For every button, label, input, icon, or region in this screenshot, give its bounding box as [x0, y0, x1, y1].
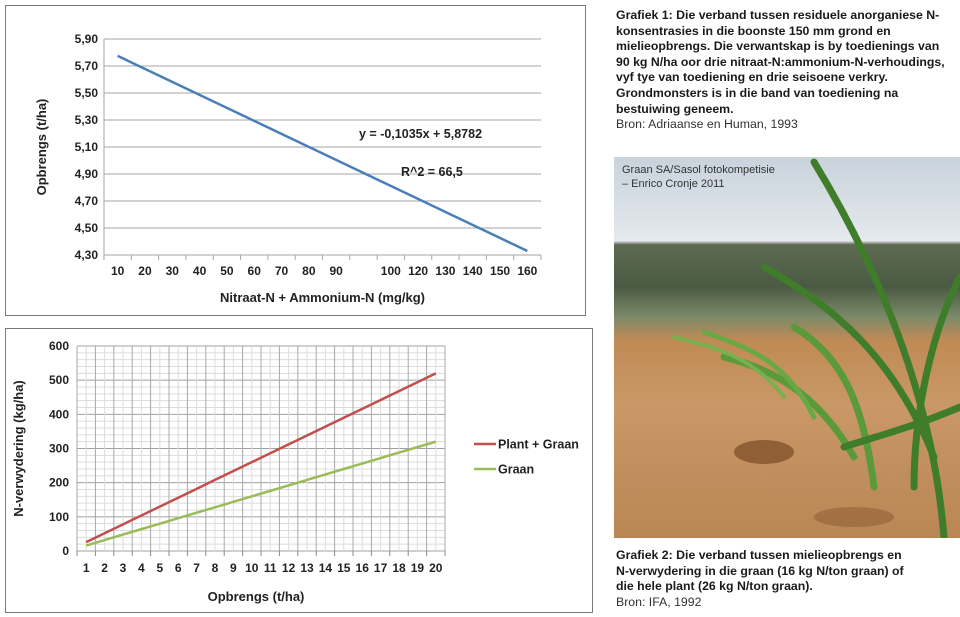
y-tick-label: 5,70 — [75, 59, 99, 73]
y-tick-label: 5,10 — [75, 140, 99, 154]
x-tick-label: 20 — [429, 561, 443, 575]
x-tick-label: 8 — [212, 561, 219, 575]
x-tick-label: 9 — [230, 561, 237, 575]
x-tick-label: 12 — [282, 561, 296, 575]
x-tick-label: 80 — [302, 264, 316, 278]
equation-label: y = -0,1035x + 5,8782 — [359, 127, 482, 141]
x-tick-label: 11 — [264, 561, 277, 575]
x-tick-label: 30 — [166, 264, 180, 278]
x-tick-label: 16 — [356, 561, 370, 575]
y-tick-label: 5,50 — [75, 86, 99, 100]
x-tick-label: 40 — [193, 264, 207, 278]
trendline — [117, 54, 528, 253]
x-tick-label: 17 — [374, 561, 388, 575]
x-tick-label: 7 — [193, 561, 200, 575]
y-tick-label: 5,90 — [75, 32, 99, 46]
x-tick-label: 18 — [392, 561, 406, 575]
x-tick-label: 130 — [435, 264, 455, 278]
x-tick-label: 140 — [463, 264, 483, 278]
x-tick-label: 1 — [83, 561, 90, 575]
series-line-plant-graan — [85, 372, 437, 544]
x-tick-label: 10 — [111, 264, 125, 278]
caption-graph-1: Grafiek 1: Die verband tussen residuele … — [616, 8, 956, 133]
x-tick-label: 3 — [120, 561, 127, 575]
y-tick-label: 600 — [49, 339, 69, 353]
chart-2-frame: 0 100 200 300 400 500 600 1 2 3 4 5 6 7 8 9 10 11 12 13 14 15… — [5, 328, 593, 613]
caption-graph-1-source: Bron: Adriaanse en Human, 1993 — [616, 117, 798, 132]
y-tick-label: 4,30 — [75, 248, 99, 262]
y-tick-label: 100 — [49, 510, 69, 524]
photo-credit: Graan SA/Sasol fotokompetisie – Enrico C… — [622, 163, 775, 191]
y-tick-label: 200 — [49, 476, 69, 490]
y-tick-label: 4,50 — [75, 221, 99, 235]
caption-graph-2-source: Bron: IFA, 1992 — [616, 594, 702, 609]
x-tick-label: 2 — [101, 561, 108, 575]
x-axis-title: Opbrengs (t/ha) — [208, 589, 305, 604]
maize-field-photo: Graan SA/Sasol fotokompetisie – Enrico C… — [614, 157, 960, 538]
y-axis-title: N-verwydering (kg/ha) — [11, 380, 26, 517]
x-tick-label: 100 — [381, 264, 401, 278]
legend-label: Plant + Graan — [498, 438, 579, 452]
y-tick-label: 400 — [49, 407, 69, 421]
y-axis-title: Opbrengs (t/ha) — [34, 99, 49, 196]
maize-plants-illustration — [672, 158, 960, 538]
x-tick-label: 13 — [300, 561, 314, 575]
x-tick-label: 150 — [490, 264, 510, 278]
x-tick-label: 6 — [175, 561, 182, 575]
x-tick-label: 10 — [245, 561, 259, 575]
x-tick-label: 15 — [337, 561, 351, 575]
caption-graph-2-title: Grafiek 2: Die verband tussen mielieopbr… — [616, 548, 904, 594]
y-tick-label: 500 — [49, 373, 69, 387]
chart-1-frame: 4,30 4,50 4,70 4,90 5,10 5,30 5,50 5,70 5,90 10 20… — [5, 5, 586, 316]
photo-credit-line-1: Graan SA/Sasol fotokompetisie — [622, 164, 775, 176]
caption-graph-2: Grafiek 2: Die verband tussen mielieopbr… — [616, 548, 916, 610]
y-tick-label: 4,90 — [75, 167, 99, 181]
x-tick-label: 4 — [138, 561, 145, 575]
x-tick-label: 160 — [517, 264, 537, 278]
caption-graph-1-title: Grafiek 1: Die verband tussen residuele … — [616, 8, 945, 116]
x-tick-label: 90 — [329, 264, 343, 278]
x-tick-label: 120 — [408, 264, 428, 278]
x-tick-label: 19 — [411, 561, 425, 575]
y-tick-label: 4,70 — [75, 194, 99, 208]
x-tick-label: 50 — [220, 264, 234, 278]
legend-label: Graan — [498, 463, 534, 477]
x-tick-label: 5 — [156, 561, 163, 575]
x-tick-label: 60 — [248, 264, 262, 278]
series-line-graan — [85, 440, 437, 547]
y-tick-label: 0 — [62, 544, 69, 558]
photo-credit-line-2: – Enrico Cronje 2011 — [622, 178, 725, 190]
x-axis-title: Nitraat-N + Ammonium-N (mg/kg) — [220, 290, 425, 305]
x-tick-label: 14 — [319, 561, 333, 575]
r-squared-label: R^2 = 66,5 — [401, 165, 463, 179]
x-tick-label: 70 — [275, 264, 289, 278]
y-tick-label: 5,30 — [75, 113, 99, 127]
chart-1-yield-vs-nitrogen: 4,30 4,50 4,70 4,90 5,10 5,30 5,50 5,70 5,90 10 20… — [34, 32, 542, 305]
y-tick-label: 300 — [49, 442, 69, 456]
x-tick-label: 20 — [138, 264, 152, 278]
